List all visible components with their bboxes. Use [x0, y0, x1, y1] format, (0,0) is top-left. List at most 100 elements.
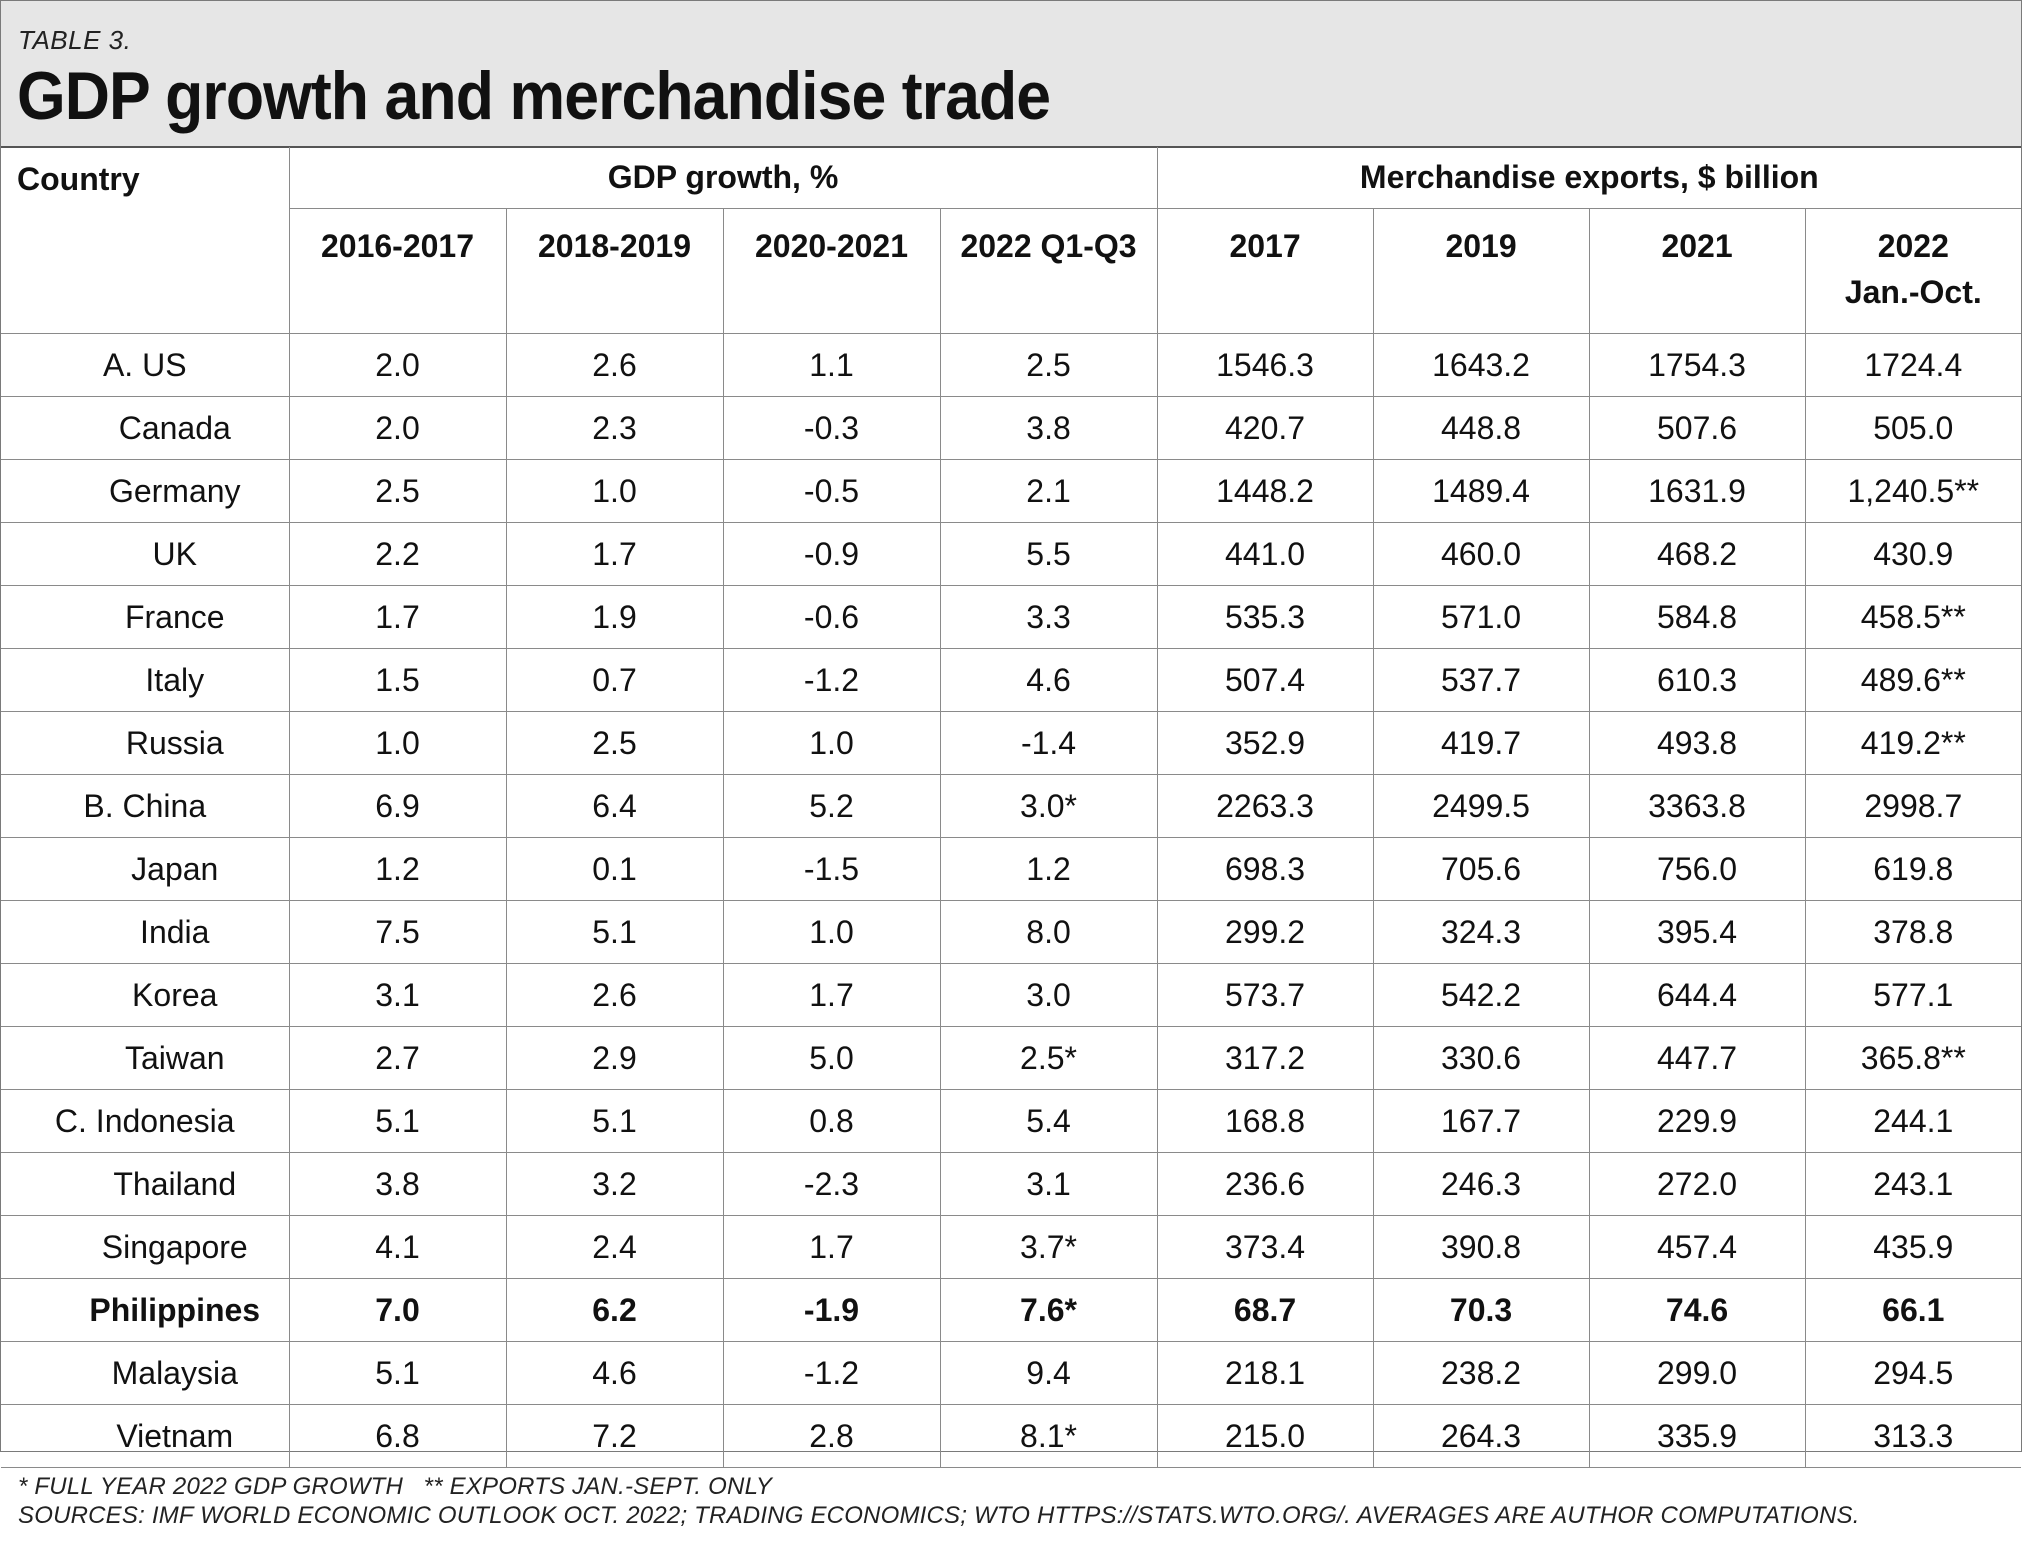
gdp-growth-cell: 2.4 — [505, 1215, 724, 1279]
country-cell: Germany — [1, 459, 290, 523]
column-header-2021: 2021 — [1588, 208, 1806, 334]
gdp-growth-cell: 3.0 — [939, 963, 1158, 1027]
gdp-growth-cell: 2.5* — [939, 1026, 1158, 1090]
column-header-2017: 2017 — [1156, 208, 1374, 334]
column-header-2022-jan-oct: 2022 Jan.-Oct. — [1804, 208, 2022, 334]
gdp-growth-cell: 5.2 — [722, 774, 941, 838]
gdp-growth-cell: -1.2 — [722, 648, 941, 712]
country-cell: Malaysia — [1, 1341, 290, 1405]
gdp-growth-cell: 1.0 — [722, 900, 941, 964]
exports-cell: 330.6 — [1372, 1026, 1590, 1090]
country-cell: Vietnam — [1, 1404, 290, 1468]
gdp-growth-cell: 0.7 — [505, 648, 724, 712]
gdp-growth-cell: 3.0* — [939, 774, 1158, 838]
exports-cell: 1546.3 — [1156, 333, 1374, 397]
country-cell: India — [1, 900, 290, 964]
exports-cell: 294.5 — [1804, 1341, 2022, 1405]
footnote-notes: * FULL YEAR 2022 GDP GROWTH ** EXPORTS J… — [18, 1473, 773, 1500]
gdp-growth-cell: -0.5 — [722, 459, 941, 523]
exports-cell: 313.3 — [1804, 1404, 2022, 1468]
exports-cell: 705.6 — [1372, 837, 1590, 901]
exports-cell: 698.3 — [1156, 837, 1374, 901]
gdp-growth-cell: 3.2 — [505, 1152, 724, 1216]
table-row: Philippines 7.0 6.2 -1.9 7.6* 68.7 70.3 74.6 66.… — [1, 1278, 2022, 1342]
exports-cell: 2263.3 — [1156, 774, 1374, 838]
table-row: UK 2.2 1.7 -0.9 5.5 441.0 460.0 468.2 430.9 — [1, 522, 2022, 586]
exports-cell: 74.6 — [1588, 1278, 1806, 1342]
gdp-growth-cell: 2.6 — [505, 333, 724, 397]
table-row: B. China 6.9 6.4 5.2 3.0* 2263.3 2499.5 3363.8 2… — [1, 774, 2022, 838]
column-header-country: Country — [1, 147, 290, 334]
gdp-growth-cell: 3.8 — [288, 1152, 507, 1216]
country-cell: B. China — [1, 774, 290, 838]
table-body: A. US 2.0 2.6 1.1 2.5 1546.3 1643.2 1754.3 1724.… — [1, 333, 2022, 1468]
column-header-2019: 2019 — [1372, 208, 1590, 334]
table-row: Singapore 4.1 2.4 1.7 3.7* 373.4 390.8 457.4 435… — [1, 1215, 2022, 1279]
exports-cell: 215.0 — [1156, 1404, 1374, 1468]
gdp-growth-cell: -0.6 — [722, 585, 941, 649]
gdp-growth-cell: -2.3 — [722, 1152, 941, 1216]
exports-cell: 1448.2 — [1156, 459, 1374, 523]
country-cell: France — [1, 585, 290, 649]
exports-cell: 1489.4 — [1372, 459, 1590, 523]
exports-cell: 507.4 — [1156, 648, 1374, 712]
gdp-growth-cell: 5.0 — [722, 1026, 941, 1090]
exports-cell: 352.9 — [1156, 711, 1374, 775]
column-group-merchandise-exports: Merchandise exports, $ billion — [1156, 147, 2022, 209]
exports-cell: 395.4 — [1588, 900, 1806, 964]
exports-cell: 317.2 — [1156, 1026, 1374, 1090]
country-cell: Italy — [1, 648, 290, 712]
exports-cell: 324.3 — [1372, 900, 1590, 964]
gdp-growth-cell: -1.5 — [722, 837, 941, 901]
table-header-band: TABLE 3. GDP growth and merchandise trad… — [1, 1, 2021, 148]
country-cell: Japan — [1, 837, 290, 901]
gdp-growth-cell: 5.1 — [288, 1089, 507, 1153]
gdp-growth-cell: 6.8 — [288, 1404, 507, 1468]
exports-cell: 66.1 — [1804, 1278, 2022, 1342]
exports-cell: 420.7 — [1156, 396, 1374, 460]
table-row: India 7.5 5.1 1.0 8.0 299.2 324.3 395.4 378.8 — [1, 900, 2022, 964]
country-cell: Canada — [1, 396, 290, 460]
gdp-growth-cell: 2.0 — [288, 396, 507, 460]
exports-cell: 299.2 — [1156, 900, 1374, 964]
gdp-growth-cell: 1.0 — [722, 711, 941, 775]
exports-cell: 458.5** — [1804, 585, 2022, 649]
gdp-growth-cell: 1.7 — [722, 963, 941, 1027]
exports-cell: 1,240.5** — [1804, 459, 2022, 523]
data-table: Country GDP growth, % Merchandise export… — [1, 147, 2022, 1468]
gdp-growth-cell: 0.8 — [722, 1089, 941, 1153]
gdp-growth-cell: 3.1 — [288, 963, 507, 1027]
exports-cell: 264.3 — [1372, 1404, 1590, 1468]
exports-cell: 542.2 — [1372, 963, 1590, 1027]
exports-cell: 378.8 — [1804, 900, 2022, 964]
table-row: A. US 2.0 2.6 1.1 2.5 1546.3 1643.2 1754.3 1724.… — [1, 333, 2022, 397]
country-cell: Korea — [1, 963, 290, 1027]
table-row: Korea 3.1 2.6 1.7 3.0 573.7 542.2 644.4 577.1 — [1, 963, 2022, 1027]
exports-cell: 535.3 — [1156, 585, 1374, 649]
gdp-growth-cell: 8.1* — [939, 1404, 1158, 1468]
gdp-growth-cell: 4.1 — [288, 1215, 507, 1279]
exports-cell: 584.8 — [1588, 585, 1806, 649]
exports-cell: 272.0 — [1588, 1152, 1806, 1216]
exports-cell: 435.9 — [1804, 1215, 2022, 1279]
table-label: TABLE 3. — [18, 25, 132, 55]
gdp-growth-cell: 2.2 — [288, 522, 507, 586]
exports-cell: 1631.9 — [1588, 459, 1806, 523]
gdp-growth-cell: 1.9 — [505, 585, 724, 649]
exports-cell: 236.6 — [1156, 1152, 1374, 1216]
exports-cell: 373.4 — [1156, 1215, 1374, 1279]
gdp-growth-cell: 5.1 — [505, 900, 724, 964]
gdp-growth-cell: 9.4 — [939, 1341, 1158, 1405]
gdp-growth-cell: 6.9 — [288, 774, 507, 838]
gdp-growth-cell: 5.1 — [288, 1341, 507, 1405]
gdp-growth-cell: -0.3 — [722, 396, 941, 460]
exports-cell: 218.1 — [1156, 1341, 1374, 1405]
column-header-2022-year: 2022 — [1877, 228, 1949, 264]
gdp-growth-cell: -1.2 — [722, 1341, 941, 1405]
exports-cell: 2499.5 — [1372, 774, 1590, 838]
exports-cell: 489.6** — [1804, 648, 2022, 712]
gdp-growth-cell: 5.5 — [939, 522, 1158, 586]
column-header-2016-2017: 2016-2017 — [289, 208, 507, 334]
table-row: Malaysia 5.1 4.6 -1.2 9.4 218.1 238.2 299.0 294.… — [1, 1341, 2022, 1405]
